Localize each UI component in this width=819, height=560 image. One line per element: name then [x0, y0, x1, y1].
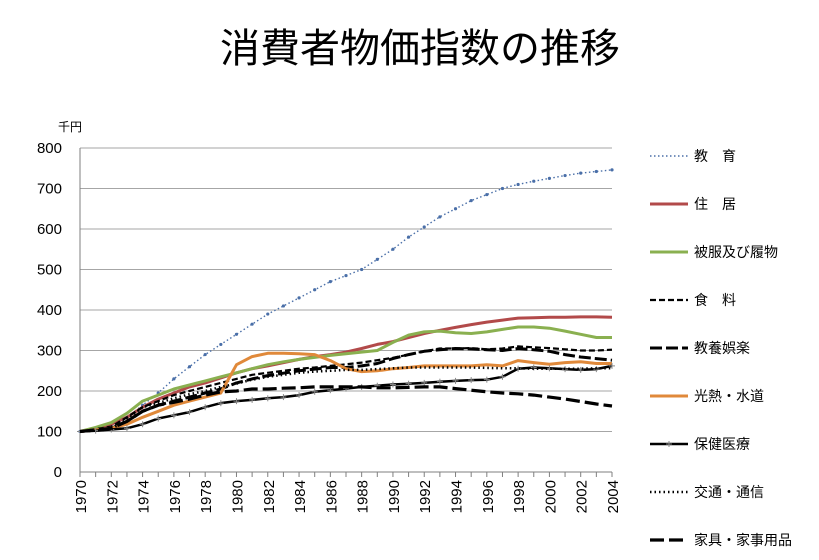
legend-label: 食 料 [694, 292, 736, 309]
legend-label: 家具・家事用品 [694, 532, 792, 549]
x-tick-label: 2002 [574, 480, 591, 513]
x-tick-label: 1996 [480, 480, 497, 513]
legend-label: 教養娯楽 [694, 340, 750, 357]
series-line-7 [79, 366, 612, 433]
data-point [313, 288, 317, 292]
y-tick-label: 200 [37, 383, 62, 400]
data-point [328, 280, 332, 284]
series-line-0 [79, 169, 613, 433]
x-tick-label: 1998 [511, 480, 528, 513]
grid [80, 147, 612, 473]
y-tick-label: 800 [37, 140, 62, 157]
legend-label: 被服及び履物 [694, 245, 778, 261]
series-line-1 [79, 315, 613, 433]
data-point [532, 179, 536, 183]
data-point [360, 267, 364, 272]
x-tick-label: 1992 [417, 480, 434, 513]
legend-label: 教 育 [694, 149, 736, 165]
x-tick-label: 1978 [198, 480, 215, 513]
x-tick-label: 2004 [605, 480, 622, 513]
x-tick-label: 1994 [449, 480, 466, 513]
legend-label: 交通・通信 [694, 484, 764, 501]
y-tick-label: 700 [37, 181, 62, 198]
data-point [547, 176, 552, 180]
data-point [375, 257, 379, 261]
legend-label: 住 居 [694, 197, 736, 213]
series-line-5 [79, 351, 612, 433]
data-point [344, 273, 348, 278]
data-point [563, 173, 567, 178]
data-point [469, 199, 473, 203]
data-point [406, 235, 411, 239]
y-tick-label: 100 [37, 424, 62, 441]
data-point [266, 312, 270, 316]
y-tick-label: 300 [37, 343, 62, 360]
x-tick-label: 1974 [136, 480, 153, 513]
data-point [203, 352, 207, 357]
data-point [234, 332, 239, 336]
y-tick-label: 0 [54, 464, 62, 481]
data-point [610, 168, 614, 172]
x-tick-label: 1970 [73, 480, 90, 513]
data-point [281, 304, 286, 308]
data-point [391, 247, 395, 251]
data-point [250, 322, 254, 326]
data-point [187, 365, 192, 369]
plot-area [77, 168, 615, 435]
y-tick-label: 500 [37, 262, 62, 279]
data-point [297, 296, 301, 300]
data-point [500, 186, 505, 191]
legend-label: 保健医療 [694, 436, 750, 453]
x-tick-label: 1972 [104, 480, 121, 513]
chart-title: 消費者物価指数の推移 [220, 26, 620, 72]
data-point [172, 377, 176, 381]
y-unit-label: 千円 [58, 120, 82, 134]
data-point [485, 192, 489, 197]
data-point [219, 342, 223, 347]
series-line-8 [79, 385, 613, 434]
x-tick-label: 2000 [542, 480, 559, 513]
x-tick-label: 1976 [167, 480, 184, 513]
data-point [453, 207, 458, 211]
x-tick-label: 1988 [355, 480, 372, 513]
x-tick-label: 1986 [323, 480, 340, 513]
y-tick-label: 400 [37, 302, 62, 319]
data-point [579, 171, 583, 175]
legend-label: 光熱・水道 [694, 389, 764, 405]
x-tick-label: 1990 [386, 480, 403, 513]
x-tick-label: 1982 [261, 480, 278, 513]
data-point [594, 169, 598, 174]
series-line-2 [79, 325, 612, 433]
axes: 0 100 200 300 400 500 600 700 800 1970 1972 1974 197… [37, 140, 622, 513]
data-point [422, 225, 426, 229]
data-point [516, 182, 520, 187]
x-tick-label: 1984 [292, 480, 309, 513]
data-point [438, 215, 442, 219]
x-tick-label: 1980 [229, 480, 246, 513]
y-tick-label: 600 [37, 221, 62, 238]
